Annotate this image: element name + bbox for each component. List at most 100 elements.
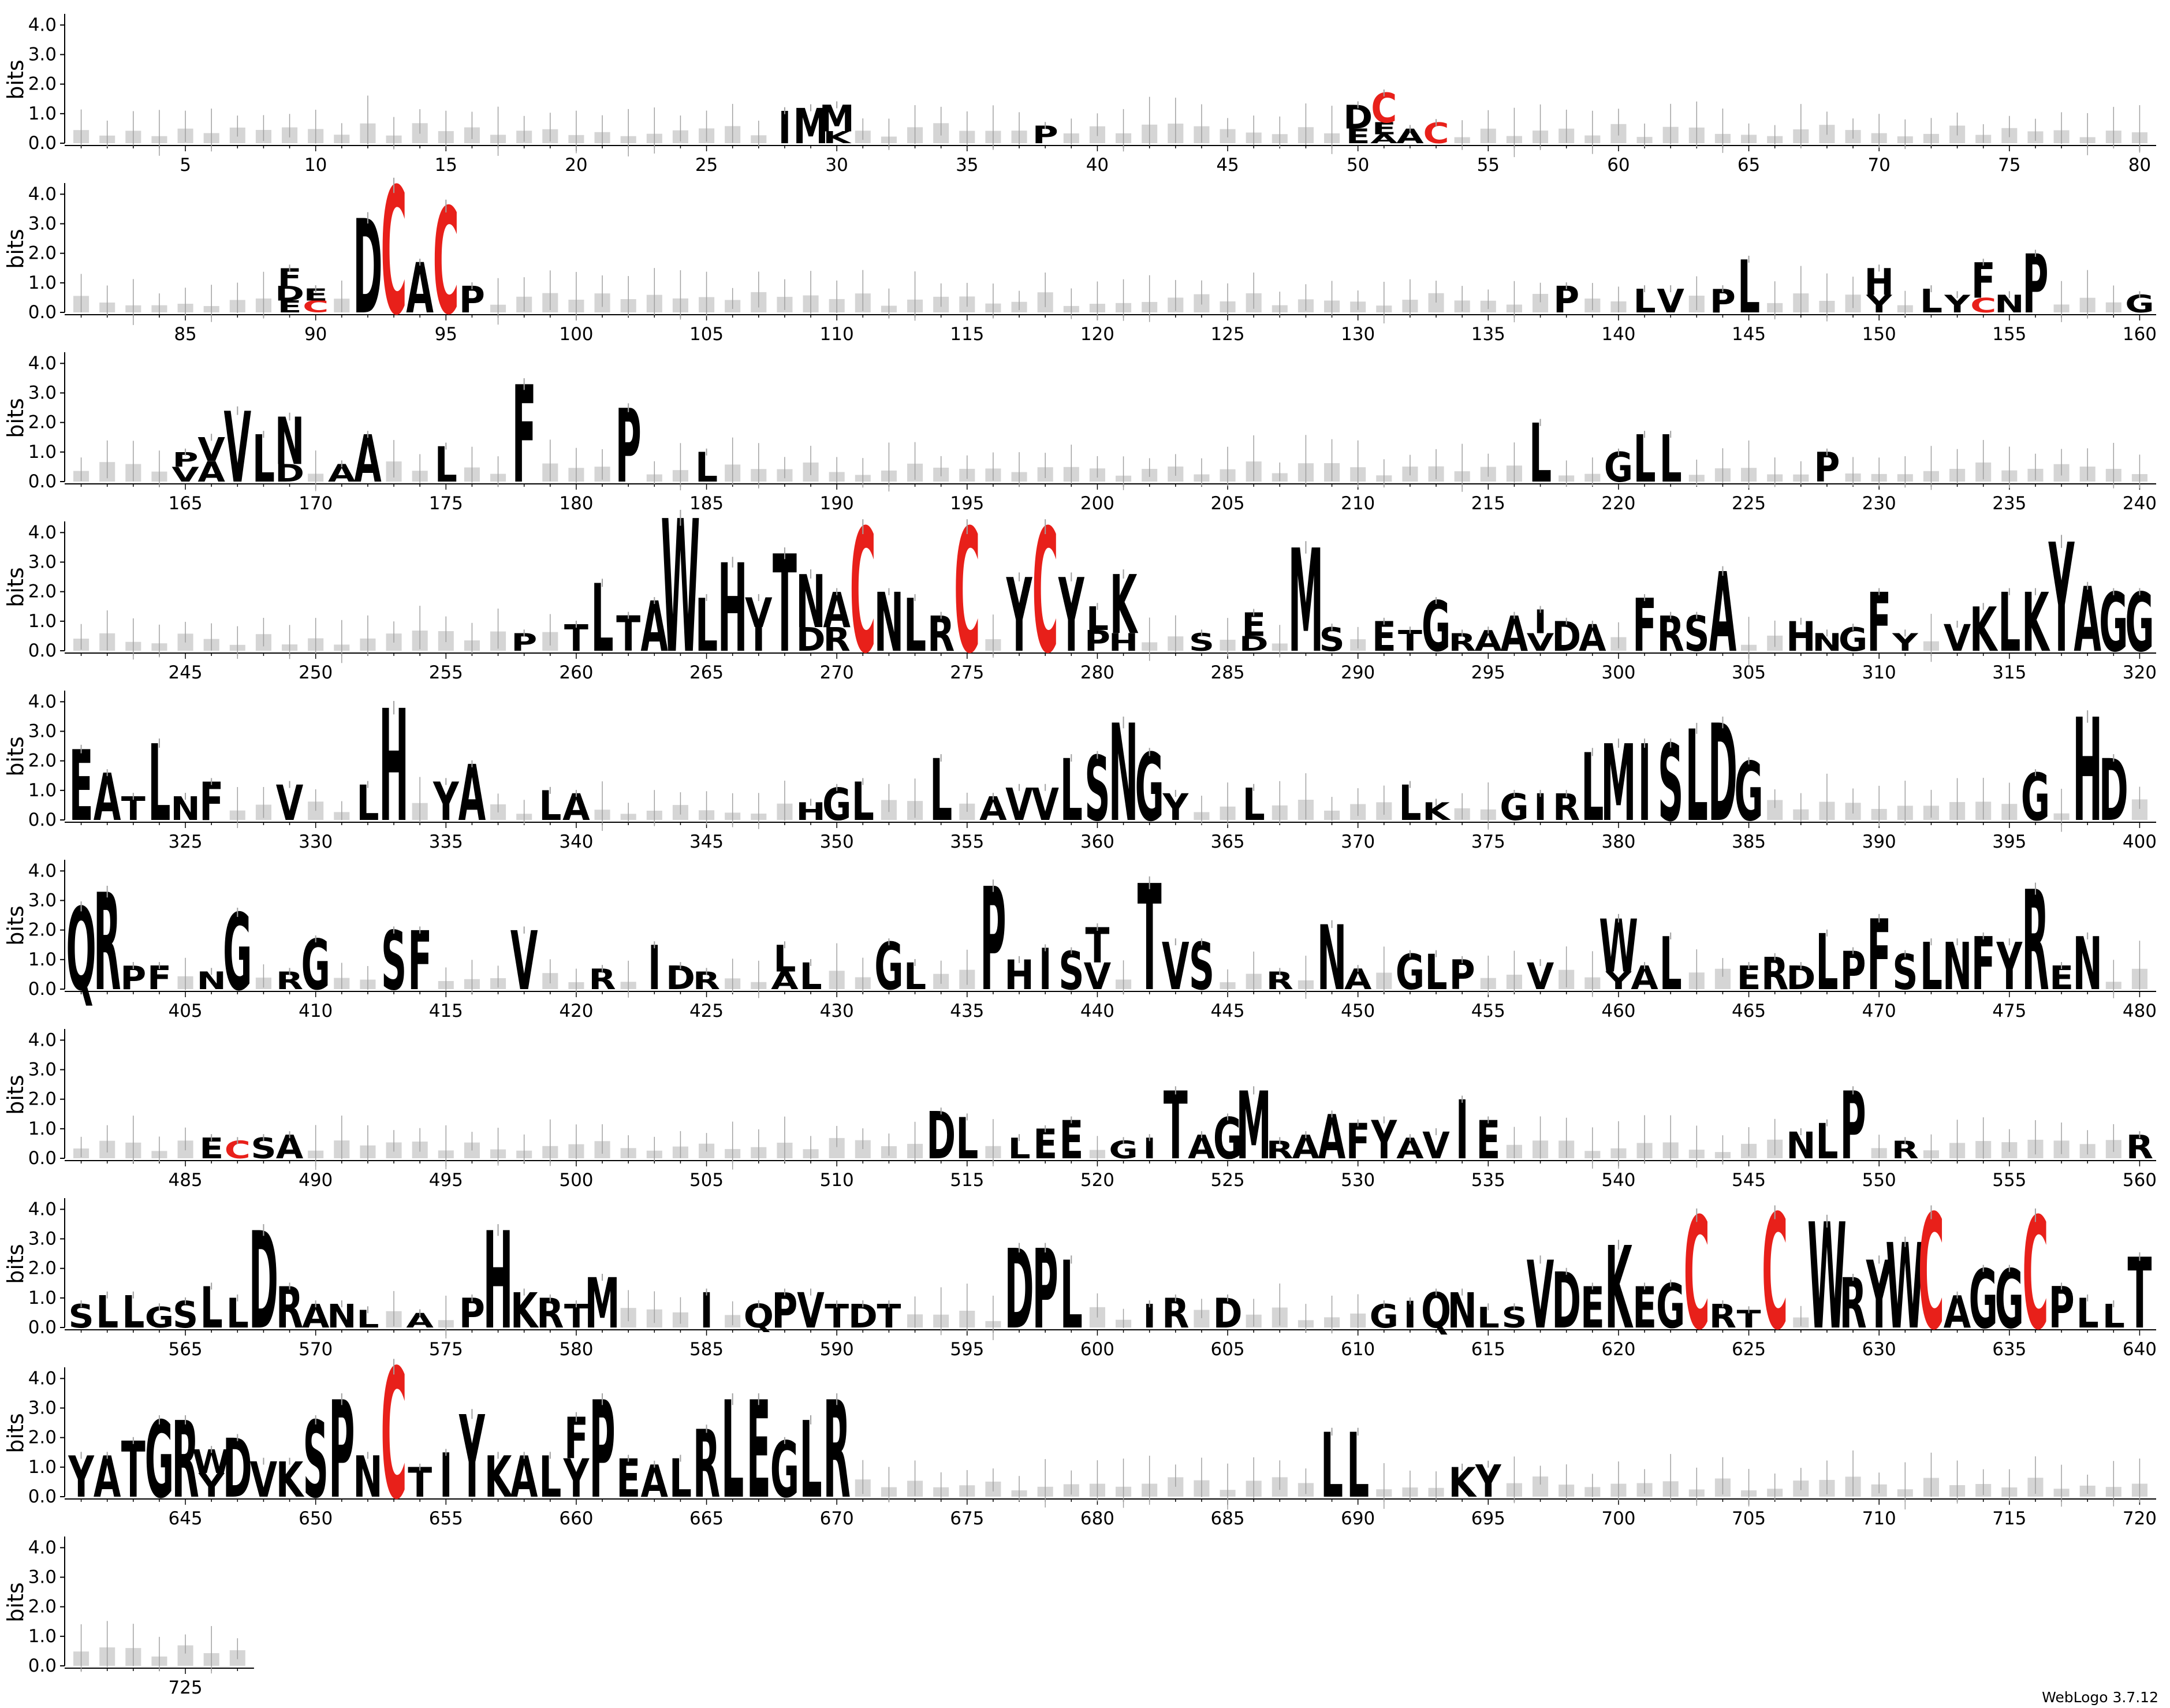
y-tick-label: 0.0 — [28, 133, 57, 154]
x-tick-label: 695 — [1471, 1508, 1505, 1529]
x-tick-label: 325 — [168, 831, 202, 852]
x-tick-label: 105 — [689, 324, 724, 345]
x-tick-label: 170 — [299, 493, 333, 514]
x-tick-label: 80 — [2128, 155, 2151, 176]
y-tick-label: 2.0 — [28, 1089, 57, 1110]
y-tick-label: 4.0 — [28, 691, 57, 712]
x-tick-label: 260 — [559, 662, 593, 683]
x-tick-label: 95 — [435, 324, 457, 345]
residue-I-pos-612: I — [1404, 1293, 1417, 1336]
x-tick-label: 50 — [1347, 155, 1369, 176]
x-tick-label: 275 — [950, 662, 984, 683]
residue-A-pos-428: A — [771, 967, 799, 995]
x-tick-label: 495 — [429, 1170, 463, 1191]
x-tick-label: 250 — [299, 662, 333, 683]
x-tick-label: 485 — [168, 1170, 202, 1191]
residue-C-pos-90: C — [303, 298, 329, 316]
x-tick-label: 225 — [1732, 493, 1766, 514]
x-tick-label: 400 — [2123, 831, 2157, 852]
residue-K-pos-30: K — [823, 129, 852, 147]
y-tick-label: 2.0 — [28, 1258, 57, 1279]
x-tick-label: 480 — [2123, 1001, 2157, 1021]
x-tick-label: 710 — [1862, 1508, 1896, 1529]
x-tick-label: 125 — [1210, 324, 1244, 345]
y-tick-label: 4.0 — [28, 1537, 57, 1558]
residue-I-pos-267: I — [752, 621, 765, 659]
x-tick-label: 520 — [1080, 1170, 1114, 1191]
y-tick-label: 4.0 — [28, 1368, 57, 1389]
x-tick-label: 205 — [1210, 493, 1244, 514]
x-tick-label: 660 — [559, 1508, 593, 1529]
y-tick-label: 1.0 — [28, 949, 57, 970]
residue-K-pos-316: K — [2022, 576, 2050, 670]
x-tick-label: 85 — [174, 324, 196, 345]
x-tick-label: 640 — [2123, 1339, 2157, 1360]
x-tick-label: 590 — [820, 1339, 854, 1360]
x-tick-label: 625 — [1732, 1339, 1766, 1360]
x-tick-label: 445 — [1210, 1001, 1244, 1021]
y-tick-label: 4.0 — [28, 184, 57, 204]
x-tick-label: 290 — [1341, 662, 1375, 683]
residue-E-pos-89: E — [278, 298, 302, 316]
x-tick-label: 525 — [1210, 1170, 1244, 1191]
y-tick-label: 1.0 — [28, 780, 57, 801]
x-tick-label: 30 — [825, 155, 848, 176]
y-axis-label: bits — [3, 59, 28, 99]
y-tick-label: 3.0 — [28, 890, 57, 911]
x-tick-label: 220 — [1601, 493, 1635, 514]
residue-K-pos-649: K — [276, 1452, 305, 1508]
x-tick-label: 320 — [2123, 662, 2157, 683]
x-tick-label: 310 — [1862, 662, 1896, 683]
x-tick-label: 680 — [1080, 1508, 1114, 1529]
x-tick-label: 35 — [956, 155, 978, 176]
software-credit: WebLogo 3.7.12 — [2042, 1689, 2158, 1706]
y-tick-label: 1.0 — [28, 1457, 57, 1478]
y-tick-label: 2.0 — [28, 920, 57, 941]
x-tick-label: 195 — [950, 493, 984, 514]
x-tick-label: 455 — [1471, 1001, 1505, 1021]
residue-I-pos-602: I — [1143, 1297, 1156, 1336]
x-tick-label: 140 — [1601, 324, 1635, 345]
y-tick-label: 1.0 — [28, 1288, 57, 1308]
y-tick-label: 0.0 — [28, 1486, 57, 1507]
x-tick-label: 685 — [1210, 1508, 1244, 1529]
x-tick-label: 505 — [689, 1170, 724, 1191]
x-tick-label: 100 — [559, 324, 593, 345]
x-tick-label: 45 — [1216, 155, 1239, 176]
x-tick-label: 20 — [565, 155, 587, 176]
logo-row-10: bits 0.0 1.0 2.0 3.0 4.0 725 — [3, 1537, 254, 1698]
y-tick-label: 2.0 — [28, 581, 57, 602]
y-tick-label: 4.0 — [28, 353, 57, 374]
x-tick-label: 370 — [1341, 831, 1375, 852]
x-tick-label: 115 — [950, 324, 984, 345]
residue-I-pos-585: I — [700, 1283, 713, 1339]
residue-V-pos-165: V — [171, 463, 199, 487]
residue-V-pos-440: V — [1084, 955, 1112, 998]
x-tick-label: 450 — [1341, 1001, 1375, 1021]
x-tick-label: 90 — [304, 324, 327, 345]
y-tick-label: 3.0 — [28, 44, 57, 65]
x-tick-label: 465 — [1732, 1001, 1766, 1021]
x-tick-label: 490 — [299, 1170, 333, 1191]
x-tick-label: 510 — [820, 1170, 854, 1191]
x-tick-label: 355 — [950, 831, 984, 852]
x-tick-label: 180 — [559, 493, 593, 514]
y-axis-label: bits — [3, 1244, 28, 1284]
residue-I-pos-522: I — [1143, 1132, 1156, 1165]
x-tick-label: 265 — [689, 662, 724, 683]
residue-K-pos-694: K — [1448, 1459, 1477, 1506]
y-tick-label: 0.0 — [28, 1148, 57, 1169]
x-tick-label: 715 — [1992, 1508, 2026, 1529]
y-tick-label: 3.0 — [28, 1060, 57, 1080]
residue-I-pos-534: I — [1456, 1083, 1469, 1177]
x-tick-label: 665 — [689, 1508, 724, 1529]
residue-E-pos-50: E — [1346, 125, 1370, 148]
x-tick-label: 5 — [180, 155, 191, 176]
y-tick-label: 3.0 — [28, 1567, 57, 1588]
x-tick-label: 65 — [1738, 155, 1760, 176]
residue-I-pos-655: I — [439, 1441, 453, 1512]
y-tick-label: 3.0 — [28, 552, 57, 573]
residue-Y-pos-646: Y — [198, 1467, 225, 1505]
x-tick-label: 655 — [429, 1508, 463, 1529]
